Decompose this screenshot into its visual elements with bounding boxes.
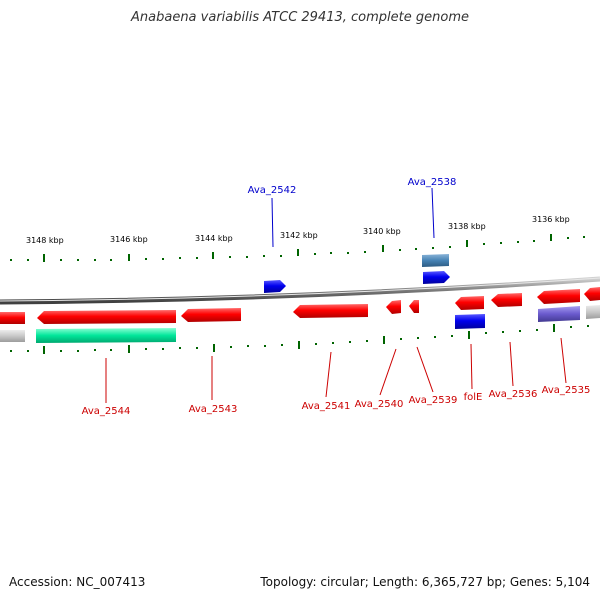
gene-ava-2544-rna[interactable] [36,328,176,343]
gene-ava-2542[interactable] [264,280,286,293]
gene-label-ava-2536[interactable]: Ava_2536 [489,389,538,400]
ruler-labels: 3148 kbp 3146 kbp 3144 kbp 3142 kbp 3140… [26,215,570,245]
outer-tick-track [10,234,585,262]
map-title: Anabaena variabilis ATCC 29413, complete… [131,10,469,25]
gene-ava-2541[interactable] [293,304,368,318]
gene-fole-alt[interactable] [455,314,485,329]
gene-ava-2535[interactable] [537,289,580,304]
accession-text: Accession: NC_007413 [9,575,146,589]
ruler-label: 3140 kbp [363,227,401,236]
gene-label-ava-2544[interactable]: Ava_2544 [82,406,131,417]
gene-label-ava-2542[interactable]: Ava_2542 [248,185,297,196]
gene-label-ava-2541[interactable]: Ava_2541 [302,401,351,412]
genome-backbone [0,276,600,305]
gene-label-ava-2535[interactable]: Ava_2535 [542,385,591,396]
gene-ava-2536[interactable] [491,293,522,307]
ruler-label: 3144 kbp [195,234,233,243]
gene-label-ava-2539[interactable]: Ava_2539 [409,395,458,406]
ruler-label: 3138 kbp [448,222,486,231]
gene-right-edge[interactable] [584,287,600,301]
top-gene-labels: Ava_2542 Ava_2538 [248,177,457,248]
gene-ava-2538-alt[interactable] [422,254,449,267]
genome-summary-text: Topology: circular; Length: 6,365,727 bp… [260,575,590,589]
gene-ava-2544[interactable] [37,310,176,324]
gene-ava-2538[interactable] [423,271,450,284]
gene-label-ava-2543[interactable]: Ava_2543 [189,404,238,415]
forward-strand-genes [264,254,450,293]
gene-label-ava-2538[interactable]: Ava_2538 [408,177,457,188]
gene-label-fole[interactable]: folE [464,392,483,403]
gene-label-ava-2540[interactable]: Ava_2540 [355,399,404,410]
gene-ava-2543[interactable] [181,308,241,322]
gene-ava-2539[interactable] [409,300,419,313]
inner-tick-track [10,324,589,354]
ruler-label: 3148 kbp [26,236,64,245]
ruler-label: 3142 kbp [280,231,318,240]
bottom-gene-labels [105,337,567,403]
gene-fole[interactable] [455,296,484,310]
ruler-label: 3146 kbp [110,235,148,244]
ruler-label: 3136 kbp [532,215,570,224]
reverse-strand-genes [0,287,600,343]
gene-right-edge-gray[interactable] [586,305,600,319]
gene-ava-2535-alt[interactable] [538,306,580,322]
gene-ava-2540[interactable] [386,300,401,314]
gene-left-edge[interactable] [0,312,25,324]
gene-left-edge-gray[interactable] [0,330,25,342]
